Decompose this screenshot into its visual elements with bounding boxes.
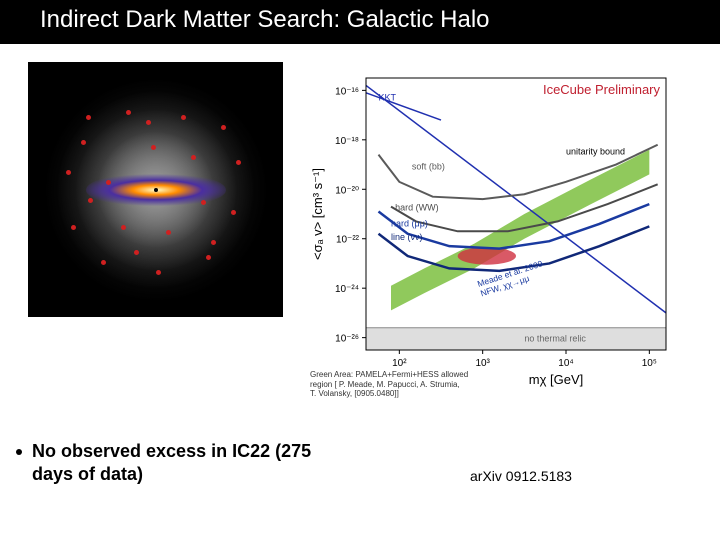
source-dot: [106, 180, 111, 185]
svg-text:hard (μμ): hard (μμ): [391, 218, 428, 228]
svg-text:10⁴: 10⁴: [558, 358, 573, 369]
halo-image: [28, 62, 283, 317]
exclusion-chart: 10⁻²⁶ 10⁻²⁴ 10⁻²² 10⁻²⁰ 10⁻¹⁸ 10⁻¹⁶ 10² 10³ 10⁴ 1…: [306, 62, 686, 402]
svg-text:10³: 10³: [475, 358, 490, 369]
source-dot: [221, 125, 226, 130]
slide-title: Indirect Dark Matter Search: Galactic Ha…: [0, 0, 720, 44]
source-dot: [101, 260, 106, 265]
source-dot: [86, 115, 91, 120]
source-dot: [206, 255, 211, 260]
svg-text:10⁻¹⁸: 10⁻¹⁸: [335, 136, 359, 147]
source-dot: [166, 230, 171, 235]
galactic-center-dot: [154, 188, 158, 192]
svg-text:10⁵: 10⁵: [642, 358, 657, 369]
svg-text:soft (bb): soft (bb): [412, 161, 445, 171]
source-dot: [191, 155, 196, 160]
right-panel: 10⁻²⁶ 10⁻²⁴ 10⁻²² 10⁻²⁰ 10⁻¹⁸ 10⁻¹⁶ 10² 10³ 10⁴ 1…: [306, 62, 686, 407]
source-dot: [88, 198, 93, 203]
arxiv-ref: arXiv 0912.5183: [470, 468, 572, 484]
source-dot: [66, 170, 71, 175]
source-dot: [211, 240, 216, 245]
svg-text:<σₐ v> [cm³ s⁻¹]: <σₐ v> [cm³ s⁻¹]: [310, 168, 325, 260]
svg-text:unitarity bound: unitarity bound: [566, 147, 625, 157]
svg-text:IceCube Preliminary: IceCube Preliminary: [543, 82, 661, 97]
bullet-text: No observed excess in IC22 (275 days of …: [32, 440, 336, 487]
svg-text:no thermal relic: no thermal relic: [524, 334, 586, 344]
source-dot: [181, 115, 186, 120]
source-dot: [81, 140, 86, 145]
source-dot: [134, 250, 139, 255]
source-dot: [126, 110, 131, 115]
svg-text:10⁻²⁶: 10⁻²⁶: [335, 334, 359, 345]
source-dot: [146, 120, 151, 125]
source-dot: [71, 225, 76, 230]
svg-text:10⁻¹⁶: 10⁻¹⁶: [335, 86, 359, 97]
svg-text:mχ [GeV]: mχ [GeV]: [529, 372, 584, 387]
svg-text:hard (WW): hard (WW): [395, 202, 439, 212]
source-dot: [201, 200, 206, 205]
source-dot: [156, 270, 161, 275]
svg-text:10²: 10²: [392, 358, 407, 369]
bullet-icon: [16, 449, 22, 455]
svg-text:10⁻²²: 10⁻²²: [336, 235, 360, 246]
svg-text:line (νν): line (νν): [391, 232, 423, 242]
svg-text:10⁻²⁴: 10⁻²⁴: [335, 284, 359, 295]
source-dot: [121, 225, 126, 230]
left-panel: [28, 62, 288, 407]
source-dot: [151, 145, 156, 150]
svg-text:KKT: KKT: [379, 92, 397, 102]
source-dot: [231, 210, 236, 215]
content-area: 10⁻²⁶ 10⁻²⁴ 10⁻²² 10⁻²⁰ 10⁻¹⁸ 10⁻¹⁶ 10² 10³ 10⁴ 1…: [0, 44, 720, 407]
green-area-caption: Green Area: PAMELA+Fermi+HESS allowedreg…: [310, 370, 468, 399]
source-dot: [236, 160, 241, 165]
bullet-item: No observed excess in IC22 (275 days of …: [16, 440, 336, 487]
svg-text:10⁻²⁰: 10⁻²⁰: [335, 185, 359, 196]
